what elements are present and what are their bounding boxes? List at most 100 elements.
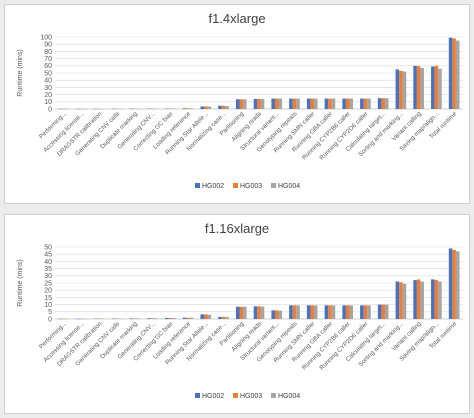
y-tick-label: 50 — [44, 244, 52, 251]
bar-hg004-7 — [189, 317, 194, 319]
bar-hg002-22 — [448, 37, 453, 109]
bar-hg004-22 — [455, 251, 460, 319]
bar-hg004-11 — [260, 98, 265, 109]
bar-hg002-16 — [342, 98, 346, 109]
bar-hg004-5 — [154, 318, 158, 319]
bar-hg003-18 — [381, 304, 385, 319]
y-tick-label: 0 — [48, 316, 52, 323]
bar-hg003-16 — [345, 305, 350, 319]
legend-swatch-hg002 — [195, 183, 200, 188]
chart-title: f1.4xlarge — [208, 11, 265, 26]
bar-hg003-22 — [452, 249, 456, 319]
bar-hg004-6 — [172, 317, 176, 319]
bar-hg003-14 — [310, 98, 314, 109]
chart-title: f1.16xlarge — [205, 221, 269, 236]
bar-hg002-18 — [377, 304, 382, 319]
bar-hg004-10 — [243, 99, 247, 109]
bar-hg004-18 — [384, 304, 389, 319]
bar-hg002-9 — [218, 105, 222, 109]
bar-hg004-12 — [278, 98, 283, 109]
bar-hg003-12 — [274, 310, 279, 319]
bar-hg004-8 — [207, 314, 212, 319]
bar-hg003-9 — [221, 316, 226, 319]
legend-label-hg002: HG002 — [202, 183, 224, 190]
bar-hg003-16 — [345, 98, 350, 109]
y-tick-label: 30 — [44, 85, 52, 92]
chart-panel-top: f1.4xlarge 0 10 20 30 40 50 60 70 80 90 100 Runtime … — [4, 4, 470, 204]
y-tick-label: 35 — [44, 266, 52, 273]
bar-hg004-14 — [313, 98, 318, 109]
y-tick-label: 25 — [44, 280, 52, 287]
bar-hg002-4 — [129, 318, 134, 319]
bar-hg004-15 — [331, 98, 336, 109]
bar-hg003-22 — [452, 38, 456, 109]
bar-hg004-15 — [331, 305, 336, 319]
bar-hg002-14 — [306, 305, 311, 319]
bar-hg002-6 — [164, 317, 169, 319]
bar-hg003-6 — [168, 317, 173, 319]
bar-hg004-8 — [207, 106, 212, 109]
y-tick-label: 40 — [44, 259, 52, 266]
bar-hg002-20 — [413, 65, 417, 109]
bar-hg002-7 — [182, 317, 187, 319]
bar-hg002-15 — [324, 305, 329, 319]
bar-hg003-15 — [328, 98, 332, 109]
bar-hg002-19 — [395, 281, 400, 319]
bar-hg003-19 — [399, 70, 403, 109]
bar-hg002-18 — [377, 98, 382, 109]
bar-hg003-15 — [328, 305, 332, 319]
bar-hg003-5 — [150, 318, 155, 319]
legend-label-hg003: HG003 — [240, 183, 262, 190]
bar-hg002-19 — [395, 69, 400, 109]
y-tick-label: 15 — [44, 295, 52, 302]
bar-hg004-9 — [225, 316, 229, 319]
bar-hg004-14 — [313, 305, 318, 319]
legend-swatch-hg004 — [271, 393, 276, 398]
y-tick-label: 0 — [48, 106, 52, 113]
bar-hg003-10 — [239, 306, 244, 319]
chart-panel-bottom: f1.16xlarge 0 5 10 15 20 25 30 35 40 45 50 Runtime (… — [4, 214, 470, 414]
legend-label-hg004: HG004 — [278, 393, 300, 400]
bar-hg002-17 — [360, 305, 364, 319]
bar-hg004-9 — [225, 106, 229, 109]
legend-label-hg003: HG003 — [240, 393, 262, 400]
bar-hg004-13 — [296, 305, 300, 319]
bar-hg004-16 — [349, 305, 354, 319]
bar-hg004-19 — [402, 283, 407, 319]
bar-hg002-12 — [271, 98, 275, 109]
bar-hg003-21 — [434, 280, 439, 319]
y-tick-label: 20 — [44, 288, 52, 295]
bar-hg003-13 — [292, 98, 297, 109]
y-tick-label: 20 — [44, 92, 52, 99]
bar-hg003-7 — [186, 108, 190, 109]
bar-hg004-7 — [189, 108, 194, 109]
bar-hg002-8 — [200, 106, 205, 109]
bar-hg003-11 — [257, 306, 261, 319]
bar-hg003-17 — [363, 305, 368, 319]
y-tick-label: 40 — [44, 78, 52, 85]
bar-hg003-11 — [257, 98, 261, 109]
bar-hg004-22 — [455, 40, 460, 109]
bar-hg004-16 — [349, 98, 354, 109]
bar-hg004-13 — [296, 98, 300, 109]
bar-hg003-8 — [204, 314, 208, 319]
bar-hg002-7 — [182, 108, 187, 109]
y-tick-label: 90 — [44, 42, 52, 49]
legend-swatch-hg002 — [195, 393, 200, 398]
bar-hg003-10 — [239, 99, 244, 109]
bar-hg002-22 — [448, 248, 453, 319]
bar-hg002-16 — [342, 305, 346, 319]
legend-label-hg002: HG002 — [202, 393, 224, 400]
y-tick-label: 80 — [44, 49, 52, 56]
bar-hg004-21 — [438, 68, 442, 109]
legend-swatch-hg004 — [271, 183, 276, 188]
bar-hg002-5 — [147, 318, 151, 319]
bar-hg004-10 — [243, 306, 247, 319]
bar-hg003-14 — [310, 305, 314, 319]
bar-hg002-13 — [289, 98, 293, 109]
bar-hg004-17 — [367, 98, 371, 109]
y-tick-label: 60 — [44, 63, 52, 70]
bar-hg003-17 — [363, 98, 368, 109]
bar-hg003-20 — [416, 66, 421, 109]
